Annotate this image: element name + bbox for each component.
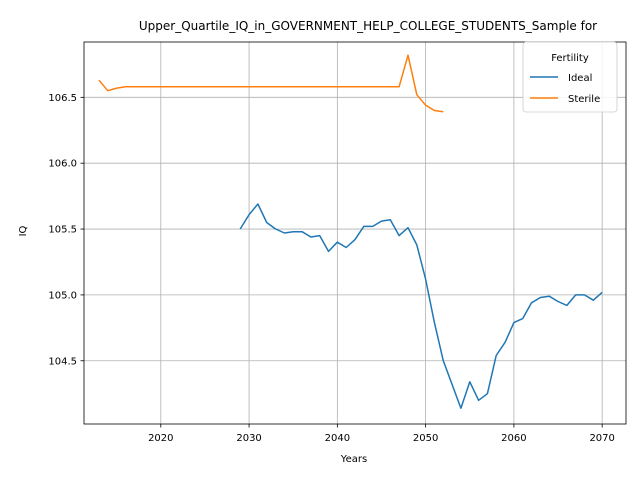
legend-title: Fertility	[551, 53, 589, 64]
x-axis-ticks: 2020 2030 2040 2050 2060 2070	[148, 424, 615, 444]
x-tick-label: 2060	[501, 433, 526, 444]
x-tick-label: 2050	[413, 433, 438, 444]
legend-box	[522, 41, 618, 113]
chart-title: Upper_Quartile_IQ_in_GOVERNMENT_HELP_COL…	[139, 19, 597, 33]
y-tick-label: 104.5	[48, 356, 77, 367]
series-line-ideal	[239, 203, 603, 409]
y-tick-label: 106.5	[48, 93, 77, 104]
legend-label-sterile: Sterile	[568, 94, 600, 105]
y-axis-label: IQ	[18, 225, 29, 236]
y-tick-label: 105.5	[48, 225, 77, 236]
x-tick-label: 2070	[589, 433, 614, 444]
series-lines	[98, 54, 603, 409]
y-tick-label: 105.0	[48, 290, 77, 301]
series-line-sterile	[98, 54, 444, 113]
x-tick-label: 2040	[325, 433, 350, 444]
x-tick-label: 2030	[236, 433, 261, 444]
x-tick-label: 2020	[148, 433, 173, 444]
y-axis-ticks: 104.5 105.0 105.5 106.0 106.5	[48, 93, 84, 367]
x-axis-label: Years	[340, 454, 367, 465]
y-tick-label: 106.0	[48, 159, 77, 170]
legend-label-ideal: Ideal	[568, 73, 592, 84]
legend: Fertility Ideal Sterile	[522, 41, 618, 113]
plot-frame	[83, 41, 627, 425]
